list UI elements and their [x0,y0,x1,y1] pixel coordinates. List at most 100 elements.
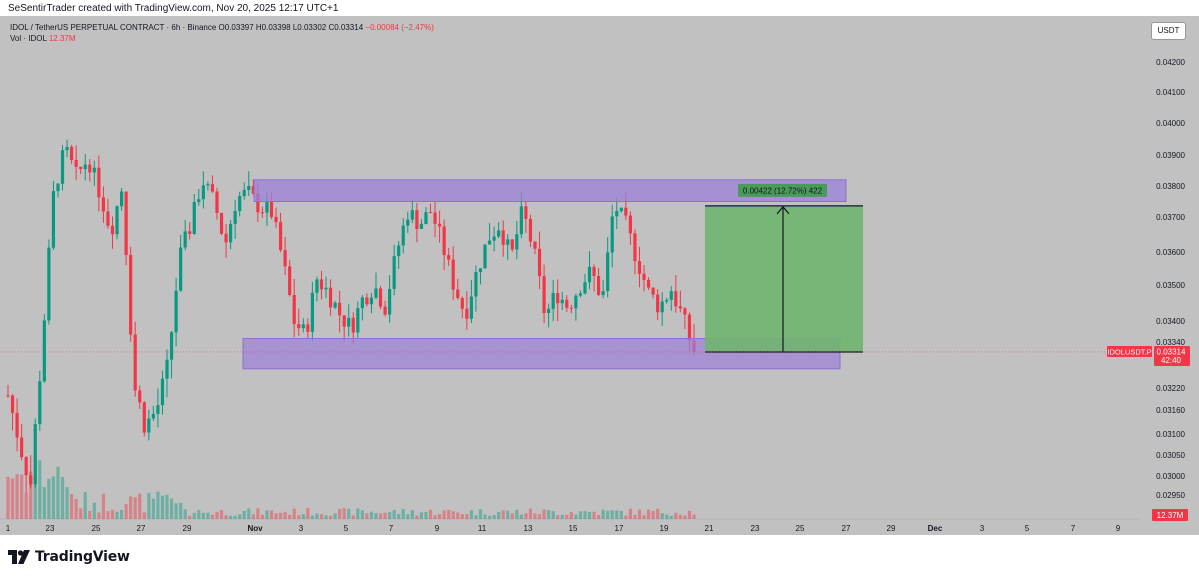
volume-bar [29,471,33,519]
volume-bar [687,510,692,519]
candle-body [624,207,628,216]
candle-body [70,146,74,160]
x-tick-label: 3 [980,524,985,533]
candle-body [188,231,192,235]
candle-body [33,424,37,485]
candle-body [578,293,583,296]
candle-body [651,287,655,295]
candle-body [324,287,328,290]
y-axis: 0.04200 0.04100 0.04000 0.03900 0.03800 0.037… [1156,58,1185,518]
y-tick-label: 0.03400 [1156,317,1185,326]
tradingview-logo[interactable]: TradingView [8,549,130,565]
candle-body [119,191,124,207]
candle-body [351,317,355,333]
candle-body [256,193,260,213]
volume-bar [42,487,46,519]
candle-body [288,266,292,296]
y-tick-label: 0.03050 [1156,451,1185,460]
candle-body [151,413,155,419]
candle-body [342,315,346,327]
volume-bar [646,509,651,519]
volume-bar [142,512,146,519]
chart-legend: IDOL / TetherUS PERPETUAL CONTRACT · 6h … [10,22,434,44]
x-tick-label: 9 [435,524,440,533]
y-tick-label: 0.03100 [1156,430,1185,439]
candle-body [415,210,419,229]
candle-body [646,279,651,288]
volume-bar [183,509,187,519]
candle-body [42,320,46,382]
candle-body [615,211,619,217]
candle-body [156,405,160,414]
volume-bar [537,514,542,519]
y-tick-label: 0.04000 [1156,119,1185,128]
volume-bar [624,515,628,519]
volume-bar [501,510,505,519]
candle-body [319,279,324,290]
candle-body [487,240,492,245]
candle-body [79,166,83,170]
volume-bar [115,511,119,519]
candle-body [201,185,205,200]
chart-pane[interactable] [0,16,1199,535]
candle-body [197,199,201,203]
candle-body [101,197,106,212]
candle-body [74,159,78,167]
candle-body [501,230,505,245]
volume-bar [347,508,351,519]
legend-low: L0.03302 [292,23,327,32]
y-tick-label: 0.03800 [1156,182,1185,191]
candle-body [192,202,196,235]
candle-body [38,381,42,425]
candle-body [328,287,333,308]
candle-body [565,299,569,308]
volume-bar [60,477,65,519]
volume-bar [338,509,342,519]
volume-bar [378,513,383,519]
volume-bar [83,491,87,519]
candle-body [60,150,65,184]
candle-body [383,306,387,315]
candle-body [437,223,442,227]
candle-body [215,191,219,213]
currency-button[interactable]: USDT [1151,22,1186,40]
volume-tag-bg [1152,509,1188,521]
volume-bar [169,498,174,519]
volume-bar [433,515,437,519]
volume-bar [156,491,160,519]
candle-body [20,437,24,458]
volume-bar [578,511,583,519]
volume-bar [674,512,678,519]
last-price-countdown: 42:40 [1161,356,1182,365]
volume-bar [333,513,337,519]
legend-volume-label: Vol · IDOL [10,34,47,43]
x-tick-label: 15 [569,524,578,533]
candle-body [278,222,283,251]
candle-body [574,295,578,309]
volume-bar [451,511,455,519]
legend-close: C0.03314 [328,23,364,32]
volume-bar [442,510,446,519]
candle-body [542,276,546,314]
volume-bar [319,514,324,519]
volume-bar [124,504,128,519]
volume-bar [247,508,251,519]
symbol-tag-bg [1107,345,1152,357]
volume-bar [587,511,592,519]
volume-bar [524,513,528,519]
candle-body [642,273,646,280]
x-tick-label: 1 [6,524,11,533]
volume-bar [596,515,601,519]
candle-body [533,241,537,249]
candle-body [601,291,605,295]
candle-body [637,261,642,274]
volume-bar [660,513,664,519]
volume-bar [133,497,137,519]
volume-bar [547,509,551,519]
candle-body [592,266,596,276]
candle-body [665,299,669,302]
volume-bar [179,502,183,519]
volume-bar [551,511,555,519]
volume-bar [269,510,274,519]
